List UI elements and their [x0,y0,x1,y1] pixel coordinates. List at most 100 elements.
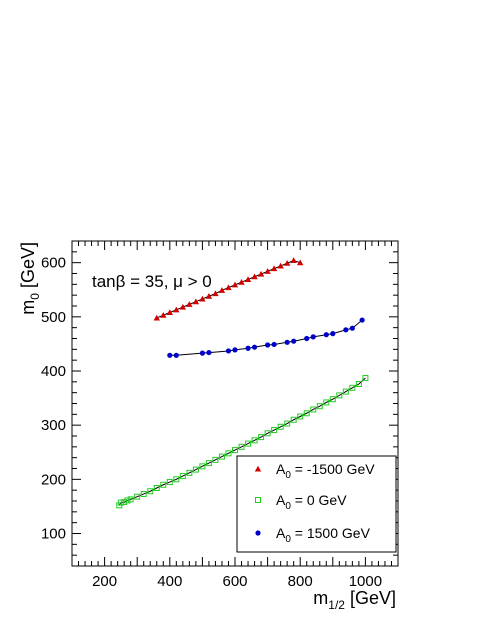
x-axis-label-sub: 1/2 [328,598,345,612]
series-2-point [323,332,329,338]
series-1-point [342,388,349,395]
x-tick-label: 200 [92,573,117,590]
series-1-point [303,410,310,417]
legend-label-1-rest: = 0 GeV [291,492,347,508]
series-0-point [270,265,278,272]
series-2-point [199,350,205,356]
series-1-point [173,476,180,483]
y-tick-label: 400 [41,363,66,380]
series-1-point [316,403,323,410]
series-2-point [359,317,365,323]
y-axis-label-unit: [GeV] [18,242,38,293]
series-1-point [124,497,131,504]
series-layer [116,257,369,509]
series-2-point [304,335,310,342]
series-0-point [297,259,304,266]
legend-label-0: A0 = -1500 GeV [276,461,375,481]
x-tick-label: 1000 [349,573,382,590]
legend-label-1: A0 = 0 GeV [276,492,347,512]
series-1-point [271,427,278,434]
series-0-point [192,298,200,305]
series-1-point [290,416,297,423]
legend-label-1-sub: 0 [285,501,291,512]
series-2-line [169,319,363,356]
series-2-point [167,352,173,358]
series-2-point [206,349,212,356]
y-tick-label: 600 [41,255,66,272]
series-1-point [245,440,252,447]
legend-label-2-sub: 0 [285,534,291,545]
series-1-point [277,423,284,430]
series-2-point [310,334,316,340]
series-0-point [166,309,173,316]
x-tick-label: 400 [157,573,182,590]
series-2-point [291,338,297,344]
legend-marker-2 [255,530,261,536]
series-0-point [277,262,284,269]
legend-label-2: A0 = 1500 GeV [276,525,371,545]
series-1-point [258,434,265,441]
series-1-point [251,437,258,444]
series-1-point [225,450,232,457]
series-2-point [284,339,290,345]
series-0-point [257,270,265,277]
y-tick-label: 200 [41,471,66,488]
legend-label-0-main: A [276,461,286,477]
legend-marker-1 [255,497,261,503]
series-0-point [212,290,219,297]
legend-label-2-rest: = 1500 GeV [291,525,371,541]
series-0-point [244,276,252,283]
series-2-point [271,341,277,348]
series-1-point [355,381,362,387]
series-1-point [117,499,124,506]
series-0-point [153,314,160,321]
series-1-point [140,490,147,497]
series-0-point [160,312,167,318]
series-1-point [186,469,193,476]
legend-label-1-main: A [276,492,286,508]
series-1-point [349,384,356,391]
series-0-point [186,301,193,307]
x-axis-label-main: m [313,588,328,608]
x-axis: 200 400 600 800 1000 [78,241,399,590]
y-axis-label-sub: 0 [28,293,42,300]
series-2-point [251,344,258,350]
series-0-point [283,260,291,266]
x-axis-label: m1/2 [GeV] [313,588,396,612]
series-0-point [238,278,245,285]
series-1-point [153,485,160,491]
y-axis-label: m0 [GeV] [18,242,42,315]
series-2-point [225,348,232,354]
series-1-point [192,466,199,473]
series-1-point [329,396,336,403]
series-0-point [173,306,180,313]
series-1-point [297,413,304,420]
series-2-point [245,345,251,351]
series-1-point [264,430,271,437]
series-1-point [284,420,291,427]
series-1 [116,375,369,509]
legend-box [236,455,397,553]
annotation: tanβ = 35, μ > 0 [92,272,212,291]
series-0-point [251,273,258,280]
series-1-point [147,488,154,495]
x-axis-label-unit: [GeV] [345,588,396,608]
legend-label-0-sub: 0 [285,470,291,481]
legend-label-0-rest: = -1500 GeV [291,461,375,477]
series-2-point [330,331,336,337]
series-1-point [160,481,167,488]
y-axis-label-main: m [18,300,38,315]
legend-label-2-main: A [276,525,286,541]
series-0 [153,257,304,321]
series-0-point [264,268,271,274]
series-1-point [323,399,330,406]
series-0-point [290,257,297,264]
series-1-point [134,493,141,500]
y-tick-label: 300 [41,417,66,434]
series-1-point [121,499,128,506]
y-tick-label: 100 [41,526,66,543]
series-0-point [231,281,239,288]
series-2-point [349,325,355,331]
legend-markers [254,465,262,536]
